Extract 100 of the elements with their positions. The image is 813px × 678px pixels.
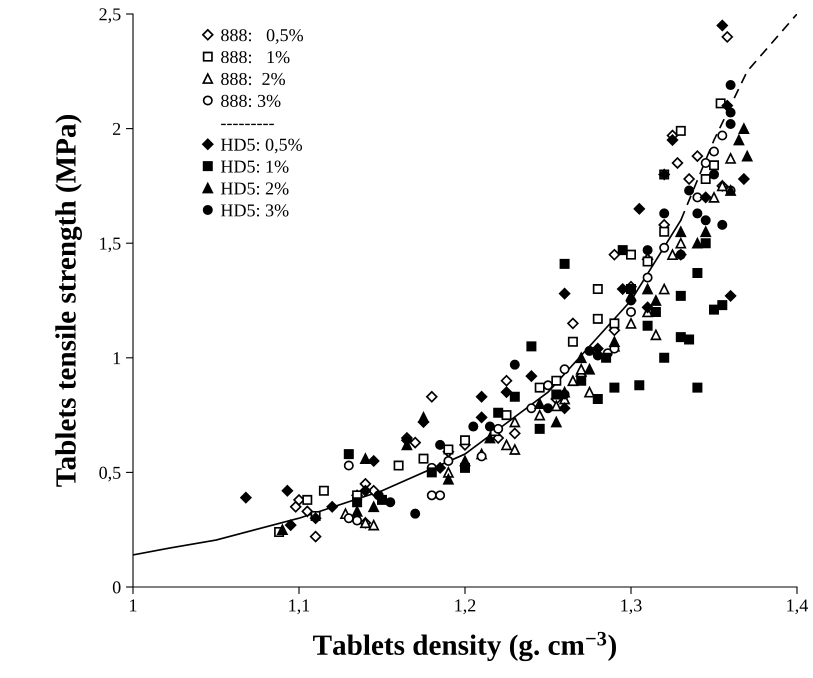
point xyxy=(709,160,719,170)
x-tick-label: 1,3 xyxy=(621,599,642,614)
point xyxy=(692,192,702,202)
point xyxy=(510,360,520,370)
point xyxy=(426,467,437,478)
point xyxy=(722,100,734,112)
point xyxy=(551,389,562,400)
point xyxy=(526,370,538,382)
point xyxy=(709,146,719,157)
point xyxy=(667,249,678,260)
point xyxy=(534,424,545,434)
point xyxy=(700,226,712,238)
point xyxy=(666,134,678,146)
point xyxy=(510,392,520,402)
point xyxy=(302,494,312,505)
y-tick-label: 1 xyxy=(114,352,120,364)
point xyxy=(726,80,736,90)
point xyxy=(394,460,404,471)
point xyxy=(700,192,712,204)
point xyxy=(368,501,380,512)
point xyxy=(551,376,562,386)
point xyxy=(634,203,646,215)
point xyxy=(734,134,744,146)
point xyxy=(493,424,504,434)
point xyxy=(368,455,380,467)
point xyxy=(658,284,670,294)
point xyxy=(484,422,495,432)
point xyxy=(709,304,719,315)
legend-label: 888: 2% xyxy=(221,72,286,86)
point xyxy=(240,492,252,504)
point xyxy=(659,352,670,363)
point xyxy=(352,497,362,508)
point xyxy=(344,449,354,460)
point xyxy=(700,215,711,226)
point xyxy=(609,318,620,328)
point xyxy=(318,486,329,496)
point xyxy=(675,238,686,249)
point xyxy=(567,318,579,330)
point xyxy=(700,158,711,168)
point xyxy=(310,512,322,524)
y-tick-label: 0,5 xyxy=(99,466,120,482)
point xyxy=(284,519,296,531)
point xyxy=(302,506,314,518)
point xyxy=(709,169,719,180)
point xyxy=(484,432,496,444)
point xyxy=(352,506,362,517)
point xyxy=(500,374,512,386)
point xyxy=(426,391,438,403)
point xyxy=(672,157,684,169)
point xyxy=(717,220,728,230)
point xyxy=(435,490,446,500)
point xyxy=(344,460,354,471)
point xyxy=(738,123,750,134)
x-tick-label: 1,1 xyxy=(289,599,310,614)
point xyxy=(716,20,728,32)
point xyxy=(460,456,470,466)
point xyxy=(634,380,644,390)
legend-label: 888: 1% xyxy=(221,50,290,64)
point xyxy=(650,295,662,306)
point xyxy=(722,31,734,43)
point xyxy=(692,208,702,218)
point xyxy=(368,520,380,530)
point xyxy=(476,412,488,424)
point xyxy=(608,248,620,260)
point xyxy=(534,410,546,420)
point xyxy=(626,318,636,329)
point xyxy=(738,173,750,185)
x-tick-label: 1,4 xyxy=(787,599,808,614)
point xyxy=(642,302,654,314)
point xyxy=(692,268,702,278)
point xyxy=(443,444,454,454)
point xyxy=(560,258,570,269)
point xyxy=(676,126,686,136)
point xyxy=(684,185,694,196)
point xyxy=(360,453,371,464)
point xyxy=(502,410,512,420)
point xyxy=(576,364,587,375)
point xyxy=(476,451,487,462)
point xyxy=(526,403,536,414)
point xyxy=(493,408,504,418)
point xyxy=(310,530,322,542)
point xyxy=(742,150,753,162)
point xyxy=(509,428,521,440)
y-tick-label: 1,5 xyxy=(100,238,120,252)
point xyxy=(560,364,570,374)
point xyxy=(725,153,736,164)
y-axis-title: Tablets tensile strength (MPa) xyxy=(55,115,82,487)
point xyxy=(618,245,628,256)
point xyxy=(576,352,587,364)
point xyxy=(684,334,694,344)
point xyxy=(584,346,594,356)
point xyxy=(726,108,736,118)
y-tick-label: 2,5 xyxy=(99,8,120,24)
point xyxy=(642,245,653,256)
point xyxy=(558,402,570,414)
point xyxy=(592,394,603,404)
point xyxy=(642,256,653,267)
point xyxy=(642,272,653,283)
x-axis-title: Tablets density (g. cm$^{−3}$) xyxy=(313,632,616,662)
point xyxy=(592,314,603,324)
